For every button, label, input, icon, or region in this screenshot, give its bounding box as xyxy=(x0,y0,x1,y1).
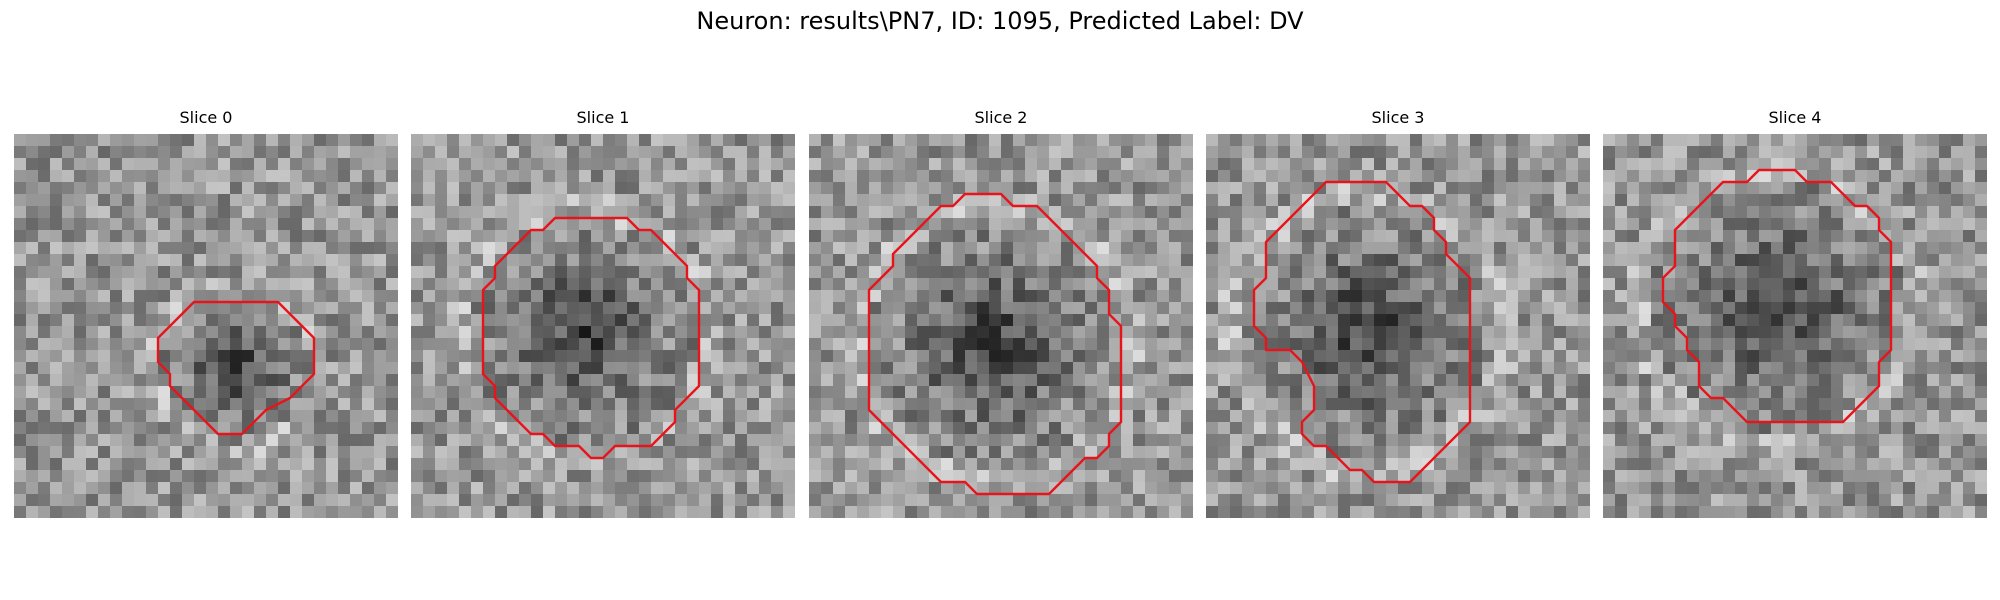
figure-title: Neuron: results\PN7, ID: 1095, Predicted… xyxy=(696,7,1304,35)
segmentation-contour xyxy=(481,216,701,460)
slice-texture xyxy=(14,134,398,518)
slice-image-3 xyxy=(1206,134,1590,518)
slice-texture xyxy=(1603,134,1987,518)
segmentation-contour xyxy=(156,300,316,436)
slice-title-4: Slice 4 xyxy=(1768,108,1822,127)
segmentation-contour xyxy=(867,192,1123,496)
segmentation-contour xyxy=(1252,180,1472,484)
slice-panel-0: Slice 0 xyxy=(14,108,398,518)
slice-image-4 xyxy=(1603,134,1987,518)
slice-image-0 xyxy=(14,134,398,518)
slice-title-0: Slice 0 xyxy=(179,108,233,127)
slice-image-2 xyxy=(809,134,1193,518)
slice-panel-2: Slice 2 xyxy=(809,108,1193,518)
slice-texture xyxy=(1206,134,1590,518)
slice-panel-1: Slice 1 xyxy=(411,108,795,518)
slice-texture xyxy=(411,134,795,518)
slice-texture xyxy=(809,134,1193,518)
slice-panel-3: Slice 3 xyxy=(1206,108,1590,518)
segmentation-contour xyxy=(1661,168,1893,424)
slice-title-2: Slice 2 xyxy=(974,108,1028,127)
slice-panel-4: Slice 4 xyxy=(1603,108,1987,518)
slice-title-3: Slice 3 xyxy=(1371,108,1425,127)
slice-image-1 xyxy=(411,134,795,518)
slice-title-1: Slice 1 xyxy=(576,108,630,127)
